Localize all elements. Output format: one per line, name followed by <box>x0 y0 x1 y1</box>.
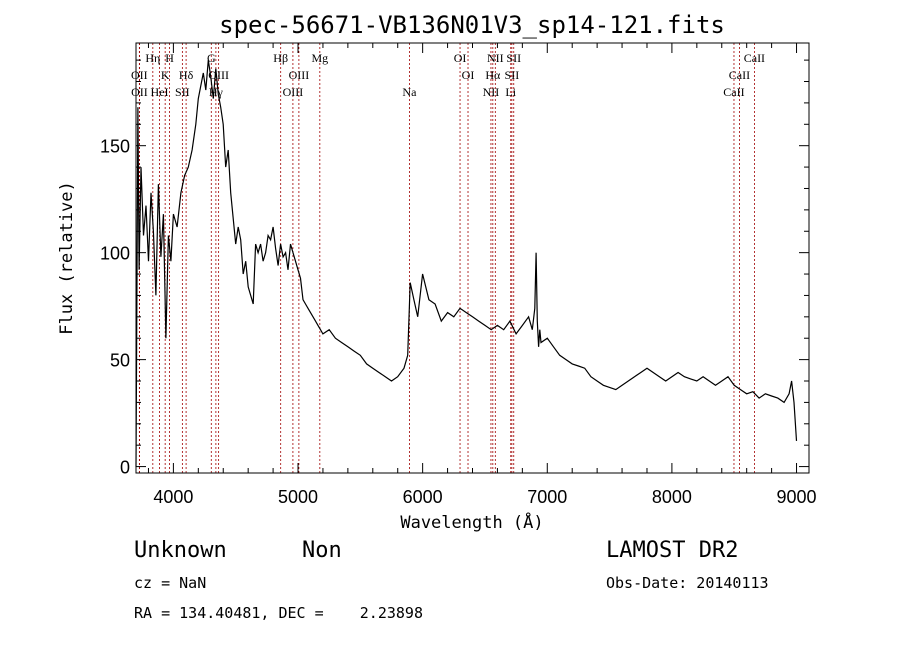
line-label-18: NII <box>483 85 500 99</box>
cz-text: cz = NaN <box>134 574 207 592</box>
x-axis-label: Wavelength (Å) <box>400 511 543 533</box>
plot-frame <box>135 42 810 474</box>
y-tick-label-2: 100 <box>100 244 130 264</box>
line-label-22: SII <box>505 68 520 82</box>
y-tick-label-0: 0 <box>120 458 130 478</box>
line-label-14: Mg <box>311 51 328 65</box>
line-label-23: SII <box>506 51 521 65</box>
line-label-24: CaII <box>723 85 744 99</box>
x-tick-label-1: 5000 <box>278 487 318 507</box>
line-label-16: OI <box>454 51 467 65</box>
line-label-5: H <box>165 51 174 65</box>
x-tick-label-0: 4000 <box>153 487 193 507</box>
subclass-label: Non <box>302 538 342 563</box>
chart-title: spec-56671-VB136N01V3_sp14-121.fits <box>219 11 725 39</box>
line-label-2: Hη <box>145 51 160 65</box>
x-tick-label-3: 7000 <box>527 487 567 507</box>
line-label-25: CaII <box>729 68 750 82</box>
line-label-7: Hδ <box>179 68 194 82</box>
obs-date-text: Obs-Date: 20140113 <box>606 574 769 592</box>
line-label-13: OIII <box>289 68 310 82</box>
line-label-4: K <box>161 68 170 82</box>
line-label-8: G <box>207 51 216 65</box>
line-label-15: Na <box>402 85 417 99</box>
radec-text: RA = 134.40481, DEC = 2.23898 <box>134 604 423 622</box>
line-label-6: SII <box>175 85 190 99</box>
line-label-20: Hα <box>485 68 501 82</box>
x-axis-ticks: 4000 5000 6000 7000 8000 9000 <box>147 43 817 507</box>
line-label-11: Hβ <box>273 51 288 65</box>
x-tick-label-2: 6000 <box>403 487 443 507</box>
survey-label: LAMOST DR2 <box>606 538 739 563</box>
line-label-0: OII <box>131 68 148 82</box>
line-label-26: CaII <box>744 51 765 65</box>
y-tick-label-1: 50 <box>110 351 130 371</box>
y-axis-ticks: 0 50 100 150 <box>100 59 809 478</box>
line-labels: OIIOIIHηHeIKHSIIHδGHγOIIIHβOIIIOIIIMgNaO… <box>131 51 765 99</box>
y-axis-label: Flux (relative) <box>57 181 77 335</box>
class-label: Unknown <box>134 538 227 563</box>
line-label-17: OI <box>462 68 475 82</box>
emission-lines <box>138 43 755 473</box>
line-label-3: HeI <box>151 85 169 99</box>
x-tick-label-5: 9000 <box>777 487 817 507</box>
line-label-1: OII <box>131 85 148 99</box>
line-label-12: OIII <box>283 85 304 99</box>
y-tick-label-3: 150 <box>100 137 130 157</box>
line-label-10: OIII <box>208 68 229 82</box>
line-label-21: Li <box>505 85 516 99</box>
spectrum-line <box>135 60 798 467</box>
line-label-9: Hγ <box>209 85 224 99</box>
x-tick-label-4: 8000 <box>652 487 692 507</box>
line-label-19: NII <box>487 51 504 65</box>
